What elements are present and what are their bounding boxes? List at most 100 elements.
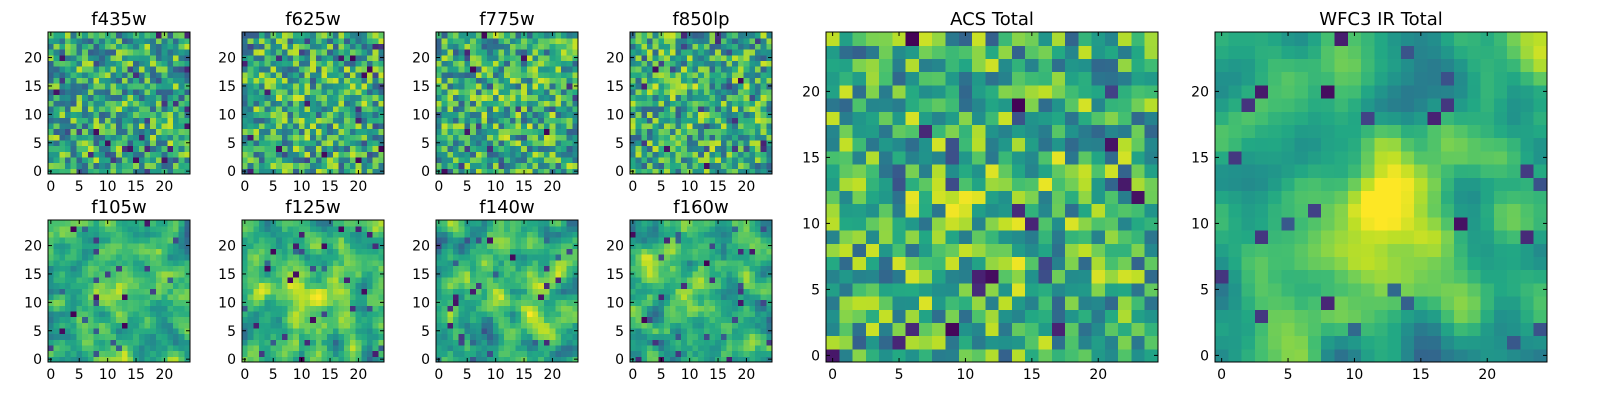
heatmap-cell [521,145,528,152]
heatmap-cell [321,231,328,238]
heatmap-cell [127,32,134,39]
heatmap-cell [332,83,340,90]
heatmap-cell [464,225,471,232]
heatmap-cell [509,168,517,175]
heatmap-cell [715,299,722,306]
heatmap-cell [310,299,317,306]
heatmap-cell [110,37,117,44]
heatmap-cell [515,32,522,39]
heatmap-cell [344,276,351,284]
heatmap-cell [470,151,477,158]
heatmap-cell [104,83,112,90]
heatmap-cell [658,94,665,101]
heatmap-cell [532,151,539,158]
heatmap-cell [715,105,722,113]
heatmap-cell [65,310,72,318]
heatmap-cell [641,327,648,335]
heatmap-cell [732,350,739,357]
heatmap-cell [464,37,471,44]
heatmap-cell [647,356,654,363]
heatmap-cell [538,333,545,340]
heatmap-cell [686,299,694,306]
heatmap-cell [709,66,716,73]
heatmap-cell [436,248,443,255]
heatmap-cell [259,117,266,124]
heatmap-cell [470,293,477,301]
heatmap-cell [104,139,112,147]
heatmap-cell [87,32,95,39]
x-tick-label: 0 [434,367,443,383]
heatmap-cell [110,242,117,249]
heatmap-cell [110,66,117,73]
heatmap-cell [698,151,705,158]
heatmap-cell [572,316,579,323]
heatmap-cell [532,83,539,90]
heatmap-cell [475,77,483,84]
heatmap-cell [321,271,328,278]
heatmap-cell [287,225,294,232]
heatmap-cell [566,139,573,147]
heatmap-cell [355,350,362,357]
heatmap-cell [641,271,648,278]
heatmap-cell [658,145,665,152]
heatmap-cell [566,293,573,301]
heatmap-cell [509,271,517,278]
heatmap-cell [630,333,637,340]
heatmap-cell [436,60,443,67]
heatmap-cell [504,162,511,169]
heatmap-cell [754,305,762,312]
heatmap-cell [121,220,129,227]
heatmap-cell [441,88,448,96]
heatmap-cell [110,344,117,352]
heatmap-cell [681,350,688,357]
heatmap-cell [760,288,767,295]
heatmap-cell [698,162,705,169]
heatmap-cell [121,276,129,284]
heatmap-cell [543,271,551,278]
heatmap-cell [681,288,688,295]
heatmap-cell [110,71,117,79]
heatmap-cell [281,71,289,79]
heatmap-cell [453,139,460,147]
heatmap-cell [344,83,351,90]
heatmap-cell [732,71,739,79]
heatmap-cell [338,305,345,312]
heatmap-cell [509,276,517,284]
heatmap-cell [242,100,249,107]
heatmap-cell [133,225,140,232]
heatmap-cell [566,156,573,164]
heatmap-cell [82,151,89,158]
heatmap-cell [436,282,443,289]
heatmap-cell [572,32,579,39]
heatmap-cell [492,122,500,130]
heatmap-cell [53,231,60,238]
heatmap-cell [298,276,306,284]
heatmap-cell [93,111,100,118]
heatmap-cell [247,254,254,261]
heatmap-cell [458,88,465,96]
heatmap-cell [669,282,677,289]
panel-title: f435w [91,9,146,30]
heatmap-cell [453,49,460,56]
heatmap-cell [167,49,174,56]
heatmap-cell [338,288,345,295]
heatmap-cell [116,151,123,158]
heatmap-cell [87,77,95,84]
heatmap-cell [310,271,317,278]
heatmap-cell [99,220,106,227]
heatmap-cell [675,299,682,306]
heatmap-cell [253,117,260,124]
heatmap-cell [172,88,180,96]
heatmap-cell [498,225,505,232]
heatmap-cell [664,71,671,79]
heatmap-cell [532,299,539,306]
heatmap-cell [754,49,762,56]
heatmap-cell [65,288,72,295]
heatmap-cell [458,350,465,357]
heatmap-cell [515,66,522,73]
heatmap-cell [110,100,117,107]
heatmap-cell [110,139,117,147]
heatmap-cell [355,128,362,135]
heatmap-cell [332,293,340,301]
heatmap-cell [59,288,66,295]
